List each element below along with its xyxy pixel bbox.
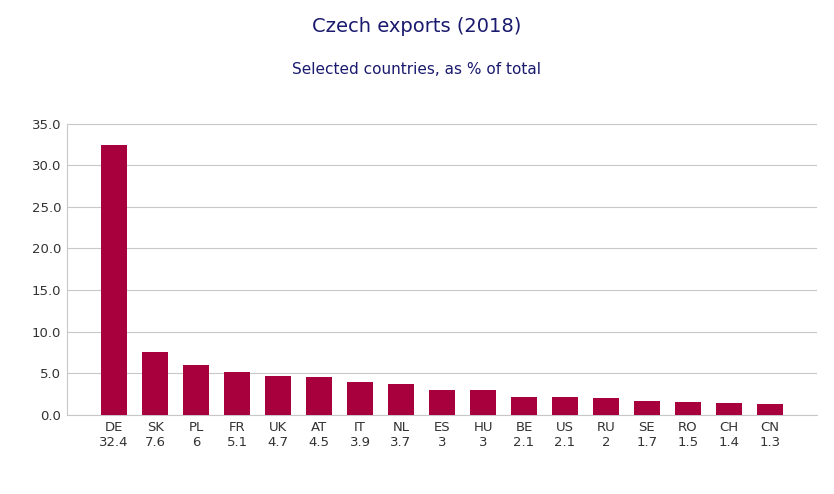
- Text: Czech exports (2018): Czech exports (2018): [312, 17, 522, 36]
- Bar: [388, 384, 414, 415]
- Bar: [593, 398, 620, 415]
- Bar: [183, 365, 209, 415]
- Bar: [756, 404, 783, 415]
- Bar: [634, 401, 661, 415]
- Bar: [101, 145, 128, 415]
- Bar: [306, 377, 333, 415]
- Text: Selected countries, as % of total: Selected countries, as % of total: [293, 62, 541, 77]
- Bar: [429, 390, 455, 415]
- Bar: [716, 403, 742, 415]
- Bar: [264, 376, 291, 415]
- Bar: [347, 382, 374, 415]
- Bar: [142, 352, 168, 415]
- Bar: [224, 372, 250, 415]
- Bar: [510, 398, 537, 415]
- Bar: [675, 403, 701, 415]
- Bar: [551, 398, 578, 415]
- Bar: [470, 390, 496, 415]
